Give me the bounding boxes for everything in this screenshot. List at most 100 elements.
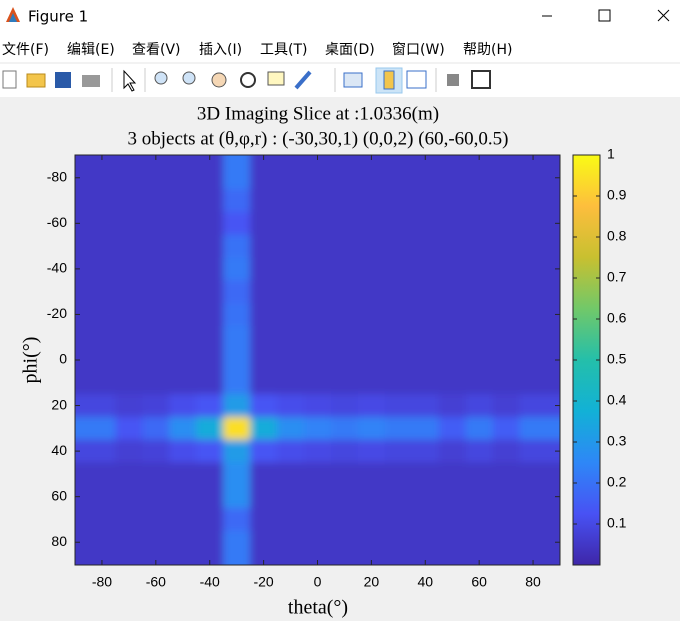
heatmap-cell bbox=[304, 416, 332, 441]
link-button[interactable] bbox=[343, 72, 363, 88]
heatmap-cell bbox=[75, 416, 89, 441]
heatmap-cell bbox=[142, 371, 170, 395]
select-button[interactable] bbox=[123, 69, 137, 92]
menu-item[interactable]: 工具(T) bbox=[260, 42, 307, 58]
heatmap-cells bbox=[75, 155, 560, 565]
dock-button[interactable] bbox=[471, 70, 491, 89]
print-button[interactable] bbox=[82, 75, 100, 87]
heatmap-cell bbox=[142, 234, 170, 258]
heatmap-cell bbox=[115, 166, 143, 190]
heatmap-cell bbox=[277, 189, 305, 213]
heatmap-cell bbox=[492, 166, 521, 190]
legend-button[interactable] bbox=[406, 70, 427, 89]
menu-item[interactable]: 编辑(E) bbox=[67, 42, 115, 58]
heatmap-cell bbox=[384, 234, 413, 258]
heatmap-cell bbox=[357, 257, 386, 281]
heatmap-cell bbox=[142, 211, 170, 236]
heatmap-cell bbox=[438, 280, 467, 304]
heatmap-cell bbox=[115, 394, 143, 418]
new-button[interactable] bbox=[2, 70, 17, 89]
heatmap-cell bbox=[411, 348, 440, 372]
heatmap-cell bbox=[465, 371, 494, 395]
menu-item[interactable]: 桌面(D) bbox=[325, 42, 375, 58]
heatmap-cell bbox=[546, 553, 560, 565]
datatip-button[interactable] bbox=[267, 71, 285, 86]
heatmap-cell bbox=[88, 462, 116, 486]
heatmap-cell bbox=[304, 348, 332, 372]
heatmap-cell bbox=[519, 439, 548, 463]
menu-item[interactable]: 插入(I) bbox=[199, 42, 242, 58]
heatmap-cell bbox=[250, 553, 278, 565]
heatmap-cell bbox=[438, 394, 467, 418]
menu-item[interactable]: 窗口(W) bbox=[392, 41, 445, 58]
heatmap-cell bbox=[277, 485, 305, 509]
heatmap-cell bbox=[196, 530, 224, 555]
heatmap-cell bbox=[411, 439, 440, 463]
heatmap-cell bbox=[411, 485, 440, 509]
menu-item[interactable]: 帮助(H) bbox=[463, 42, 512, 58]
heatmap-cell bbox=[115, 155, 143, 167]
heatmap-cell bbox=[546, 155, 560, 167]
heatmap-cell bbox=[196, 439, 224, 463]
open-button[interactable] bbox=[26, 73, 46, 88]
heatmap-cell bbox=[519, 189, 548, 213]
heatmap-cell bbox=[519, 280, 548, 304]
heatmap-cell bbox=[88, 553, 116, 565]
heatmap-cell bbox=[492, 553, 521, 565]
heatmap-cell bbox=[169, 280, 197, 304]
brush-button[interactable] bbox=[294, 70, 312, 90]
heatmap-cell bbox=[75, 508, 89, 532]
heatmap-cell bbox=[519, 234, 548, 258]
heatmap-cell bbox=[546, 462, 560, 486]
heatmap-cell bbox=[438, 189, 467, 213]
heatmap-cell bbox=[169, 189, 197, 213]
heatmap-cell bbox=[277, 211, 305, 236]
heatmap-cell bbox=[196, 280, 224, 304]
heatmap-cell bbox=[384, 155, 413, 167]
heatmap-cell bbox=[304, 553, 332, 565]
heatmap-cell bbox=[169, 416, 197, 441]
menu-item[interactable]: 查看(V) bbox=[132, 42, 181, 58]
heatmap-cell bbox=[492, 189, 521, 213]
heatmap-cell bbox=[438, 166, 467, 190]
heatmap-cell bbox=[196, 189, 224, 213]
maximize-button[interactable] bbox=[598, 9, 611, 22]
y-tick-label: -60 bbox=[47, 214, 67, 230]
zoom-out-button[interactable] bbox=[182, 71, 196, 85]
heatmap-cell bbox=[142, 439, 170, 463]
heatmap-cell bbox=[277, 348, 305, 372]
heatmap-cell bbox=[411, 280, 440, 304]
heatmap-cell bbox=[304, 530, 332, 555]
heatmap-cell bbox=[357, 325, 386, 350]
heatmap-cell bbox=[277, 303, 305, 327]
save-button[interactable] bbox=[55, 72, 71, 88]
colorbar-tick-label: 0.3 bbox=[607, 433, 627, 449]
pan-button[interactable] bbox=[211, 72, 227, 88]
menu-item[interactable]: 文件(F) bbox=[2, 42, 49, 58]
heatmap-cell bbox=[438, 439, 467, 463]
heatmap-cell bbox=[384, 371, 413, 395]
y-tick-label: 60 bbox=[51, 487, 67, 503]
heatmap-cell bbox=[142, 166, 170, 190]
heatmap-cell bbox=[75, 280, 89, 304]
rotate-button[interactable] bbox=[240, 72, 256, 88]
heatmap-cell bbox=[223, 416, 251, 441]
hide-tools-button[interactable] bbox=[447, 74, 459, 86]
heatmap-cell bbox=[223, 211, 251, 236]
heatmap-cell bbox=[88, 371, 116, 395]
heatmap-cell bbox=[519, 508, 548, 532]
heatmap-cell bbox=[250, 462, 278, 486]
heatmap-cell bbox=[519, 553, 548, 565]
heatmap-cell bbox=[115, 485, 143, 509]
heatmap-cell bbox=[465, 553, 494, 565]
axes: -80 -60 -40 -20 0 20 40 60 80 -80 -60 -40 -20 0 20 40 60… bbox=[47, 146, 627, 590]
heatmap-cell bbox=[411, 211, 440, 236]
heatmap-cell bbox=[88, 325, 116, 350]
close-button[interactable] bbox=[657, 9, 670, 22]
heatmap-cell bbox=[411, 303, 440, 327]
heatmap-cell bbox=[88, 303, 116, 327]
heatmap-cell bbox=[546, 371, 560, 395]
heatmap-cell bbox=[142, 462, 170, 486]
zoom-in-button[interactable] bbox=[154, 71, 168, 85]
heatmap-cell bbox=[115, 257, 143, 281]
